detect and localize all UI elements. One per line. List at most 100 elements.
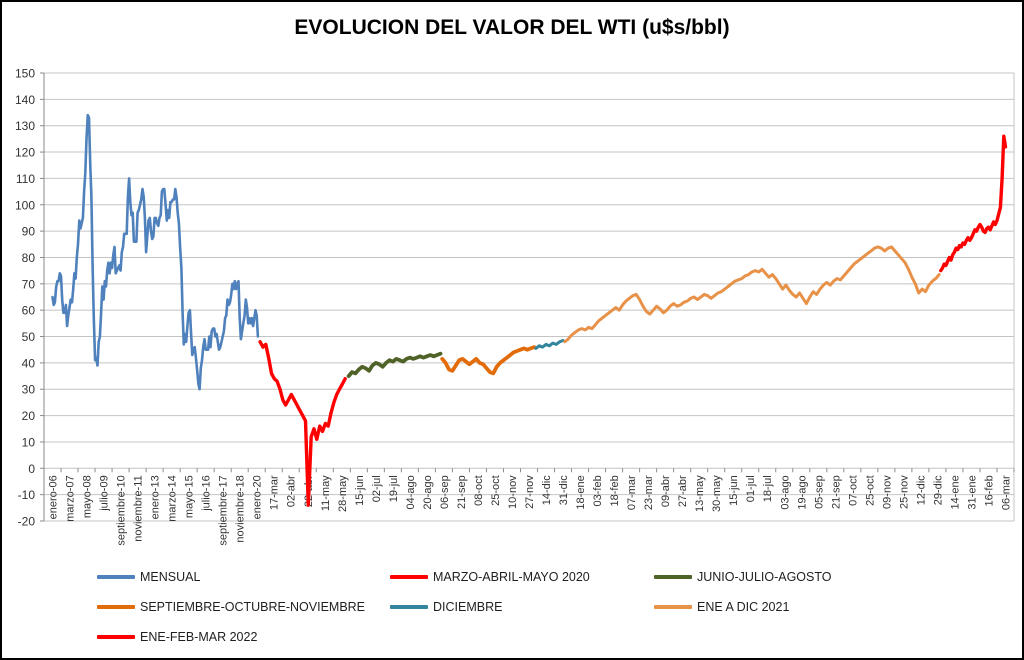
y-tick-label: 100 (15, 198, 35, 212)
x-tick-label: enero-13 (150, 475, 162, 519)
legend-item-ene-feb-mar-2022: ENE-FEB-MAR 2022 (97, 629, 257, 645)
series-marzo-abril-mayo-2020 (258, 340, 347, 507)
y-tick-label: 50 (22, 330, 36, 344)
x-tick-label: 21-sep (456, 475, 468, 509)
x-tick-label: 25-oct (864, 475, 876, 506)
x-tick-label: 25-oct (490, 475, 502, 506)
x-tick-label: 12-dic (915, 475, 927, 505)
y-tick-label: 150 (15, 67, 35, 81)
x-tick-label: 10-nov (507, 475, 519, 509)
x-tick-label: 08-oct (473, 475, 485, 506)
x-tick-label: 01-jul (745, 475, 757, 502)
x-tick-label: 29-dic (932, 475, 944, 505)
legend-label: SEPTIEMBRE-OCTUBRE-NOVIEMBRE (140, 600, 366, 614)
x-tick-label: 27-nov (524, 475, 536, 509)
series-ene-feb-mar-2022 (939, 134, 1008, 273)
y-axis-labels: 1501401301201101009080706050403020100-10… (15, 67, 35, 529)
series-junio-julio-agosto (346, 351, 443, 379)
x-tick-label: julio-16 (201, 475, 213, 511)
x-tick-label: 23-mar (643, 475, 655, 510)
y-tick-label: -10 (18, 488, 36, 502)
x-tick-label: mayo-08 (82, 475, 94, 518)
x-tick-label: 15-jun (354, 475, 366, 506)
legend-label: DICIEMBRE (433, 600, 503, 614)
axes (40, 72, 1015, 522)
y-tick-label: 80 (22, 251, 36, 265)
legend-line-marker (390, 605, 428, 609)
x-tick-label: 20-ago (422, 475, 434, 509)
x-tick-label: 05-sep (813, 475, 825, 509)
gridlines (44, 72, 1015, 522)
x-tick-label: 06-mar (1000, 475, 1012, 510)
legend-item-ene-a-dic-2021: ENE A DIC 2021 (654, 599, 789, 615)
y-tick-label: 30 (22, 383, 36, 397)
x-tick-label: 18-ene (575, 475, 587, 509)
x-tick-label: 15-jun (728, 475, 740, 506)
x-tick-label: 17-mar (269, 475, 281, 510)
x-tick-label: 18-feb (609, 475, 621, 506)
x-tick-label: marzo-14 (167, 475, 179, 521)
legend-label: MENSUAL (140, 570, 201, 584)
x-tick-label: 09-abr (660, 475, 672, 507)
x-tick-label: 07-mar (626, 475, 638, 510)
legend-line-marker (654, 605, 692, 609)
legend-item-marzo-abril-mayo-2020: MARZO-ABRIL-MAYO 2020 (390, 569, 590, 585)
x-tick-label: julio-09 (99, 475, 111, 511)
legend-line-marker (654, 575, 692, 579)
y-tick-label: 20 (22, 409, 36, 423)
legend-line-marker (97, 605, 135, 609)
x-tick-label: 18-jul (762, 475, 774, 502)
y-tick-label: 140 (15, 93, 35, 107)
y-tick-label: 130 (15, 119, 35, 133)
x-tick-label: noviembre-11 (133, 475, 145, 541)
x-tick-label: 03-feb (592, 475, 604, 506)
x-tick-label: 21-sep (830, 475, 842, 509)
series-mensual (51, 113, 260, 391)
x-tick-label: 14-dic (541, 475, 553, 505)
x-tick-label: septiembre-10 (116, 475, 128, 545)
legend-item-septiembre-octubre-noviembre: SEPTIEMBRE-OCTUBRE-NOVIEMBRE (97, 599, 365, 615)
x-tick-label: 19-ago (796, 475, 808, 509)
legend-item-junio-julio-agosto: JUNIO-JULIO-AGOSTO (654, 569, 832, 585)
legend-line-marker (97, 635, 135, 639)
y-tick-label: 120 (15, 146, 35, 160)
x-tick-label: 03-ago (779, 475, 791, 509)
x-tick-label: septiembre-17 (218, 475, 230, 545)
legend-label: JUNIO-JULIO-AGOSTO (697, 570, 832, 584)
x-tick-label: 25-nov (898, 475, 910, 509)
legend-item-mensual: MENSUAL (97, 569, 200, 585)
x-tick-label: 06-sep (439, 475, 451, 509)
y-tick-label: 40 (22, 356, 36, 370)
x-tick-label: enero-06 (48, 475, 60, 519)
x-tick-label: 09-nov (881, 475, 893, 509)
x-tick-label: 14-ene (949, 475, 961, 509)
y-tick-label: 0 (28, 462, 35, 476)
x-tick-label: noviembre-18 (235, 475, 247, 542)
x-tick-label: 27-abr (677, 475, 689, 507)
x-tick-label: 28-may (337, 475, 349, 512)
x-tick-label: marzo-07 (65, 475, 77, 521)
y-tick-label: -20 (18, 515, 36, 529)
series-diciembre (534, 339, 565, 350)
y-tick-label: 10 (22, 435, 36, 449)
series-ene-a-dic-2021 (563, 245, 941, 344)
x-tick-label: 16-feb (983, 475, 995, 506)
wti-line-chart: 1501401301201101009080706050403020100-10… (15, 67, 1015, 546)
legend-item-diciembre: DICIEMBRE (390, 599, 502, 615)
x-tick-label: 11-may (320, 475, 332, 511)
legend-line-marker (390, 575, 428, 579)
series-lines (51, 113, 1008, 507)
x-axis-labels: enero-06 marzo-07 mayo-08 julio-09 septiembr… (48, 475, 1013, 546)
x-tick-label: 13-may (694, 475, 706, 512)
legend-label: ENE-FEB-MAR 2022 (140, 630, 258, 644)
y-tick-label: 90 (22, 225, 36, 239)
series-septiembre-octubre-noviembre (440, 345, 536, 376)
x-tick-label: 30-may (711, 475, 723, 512)
legend-line-marker (97, 575, 135, 579)
x-tick-label: 02-jul (371, 475, 383, 502)
x-tick-label: 02-abr (286, 475, 298, 507)
x-tick-label: mayo-15 (184, 475, 196, 518)
x-tick-label: 19-jul (388, 475, 400, 502)
x-tick-label: 04-ago (405, 475, 417, 509)
